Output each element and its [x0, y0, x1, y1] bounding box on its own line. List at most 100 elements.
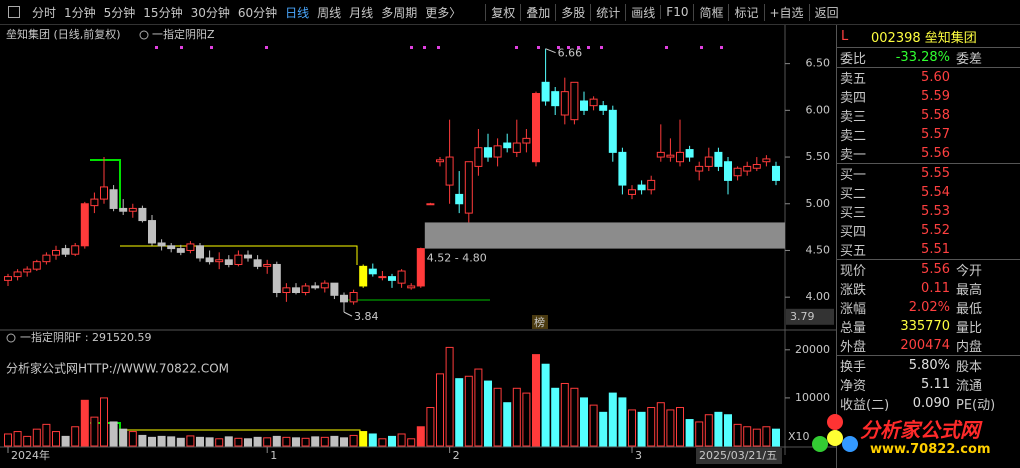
candle-body — [196, 245, 204, 259]
candle-body — [272, 263, 281, 294]
candle-body — [637, 184, 646, 191]
volume-bar — [52, 431, 60, 447]
candle-body — [512, 142, 521, 153]
logo-url: www.70822.com — [870, 442, 991, 457]
book-row: 买一 5.55 — [837, 164, 1020, 183]
volume-bar — [397, 433, 406, 447]
candle-body — [762, 158, 771, 163]
candle-body — [484, 147, 492, 158]
signal-dot — [577, 46, 580, 49]
stat-row: 现价 5.56 今开 — [837, 260, 1020, 279]
label: 委差 — [956, 52, 983, 67]
period-button[interactable]: 30分钟 — [190, 5, 230, 20]
candle-body — [589, 98, 598, 107]
book-row: 买三 5.53 — [837, 202, 1020, 221]
label: 总量 — [840, 321, 867, 336]
scale-label: X10 — [788, 430, 810, 443]
volume-bar — [752, 428, 761, 447]
value: 335770 — [900, 319, 950, 334]
candle-body — [340, 294, 348, 303]
volume-bar — [215, 438, 224, 447]
period-button[interactable]: 日线 — [285, 5, 310, 20]
signal-dot — [557, 46, 560, 49]
period-button[interactable]: 1分钟 — [64, 5, 96, 20]
volume-bar — [599, 411, 608, 447]
volume-bar — [762, 426, 771, 447]
volume-bar — [80, 399, 89, 447]
volume-bar — [292, 437, 300, 447]
volume-bar — [71, 426, 80, 447]
tool-button[interactable]: 多股 — [555, 3, 590, 21]
candle-body — [397, 270, 406, 284]
volume-bar — [532, 354, 540, 447]
period-button[interactable]: 60分钟 — [237, 5, 278, 20]
volume-bar — [714, 411, 723, 447]
chart-title: 垒知集团 (日线,前复权) — [6, 27, 121, 41]
period-button[interactable]: 多周期 — [381, 5, 418, 20]
signal-dot — [567, 46, 570, 49]
volume-bar — [772, 428, 780, 447]
quote-header: L 002398 垒知集团 — [837, 25, 1020, 48]
tool-button[interactable]: F10 — [660, 5, 693, 19]
candle-body — [608, 109, 617, 153]
tool-button[interactable]: 简框 — [693, 3, 728, 21]
tool-button[interactable]: 叠加 — [520, 3, 555, 21]
y-tick-label: 10000 — [795, 391, 830, 404]
period-button[interactable]: 周线 — [317, 5, 342, 20]
y-tick-label: 5.50 — [806, 150, 831, 163]
y-tick-label: 20000 — [795, 343, 830, 356]
volume-bar — [416, 426, 425, 447]
tool-button[interactable]: 画线 — [625, 3, 660, 21]
volume-bar — [224, 436, 233, 447]
label: 换手 — [840, 360, 867, 375]
signal-dot — [665, 46, 668, 49]
tool-button[interactable]: 复权 — [485, 3, 520, 21]
stat-row: 涨跌 0.11 最高 — [837, 279, 1020, 298]
period-button[interactable]: 更多〉 — [425, 5, 462, 20]
icon — [139, 30, 149, 40]
chart: 垒知集团 (日线,前复权) 一指定阴阳Z 6.50 6.00 5.50 5.00 4.50 4… — [0, 25, 836, 464]
tool-button[interactable]: 返回 — [808, 3, 844, 21]
tool-button[interactable]: 统计 — [590, 3, 625, 21]
candle-body — [128, 207, 137, 212]
value: -33.28% — [895, 50, 950, 65]
signal-dot — [265, 46, 268, 49]
tool-button[interactable]: 标记 — [728, 3, 763, 21]
stat-row: 净资 5.11 流通 — [837, 375, 1020, 394]
label: 外盘 — [840, 340, 867, 355]
period-button[interactable]: 5分钟 — [103, 5, 136, 20]
tool-button[interactable]: +自选 — [763, 3, 809, 21]
candle-body — [42, 254, 51, 263]
watermark: 分析家公式网HTTP://WWW.70822.COM — [6, 361, 229, 376]
candle-body — [32, 261, 41, 270]
candle-body — [253, 259, 262, 267]
volume-bar — [90, 416, 99, 447]
candle-body — [282, 287, 291, 294]
badge-box — [532, 315, 548, 329]
volume-bar — [119, 428, 128, 447]
period-button[interactable]: 月线 — [349, 5, 374, 20]
volume-bar — [560, 382, 569, 447]
label: 买五 — [840, 244, 867, 259]
candle-body — [436, 159, 444, 163]
volume-bar — [186, 435, 195, 447]
candle-body — [676, 151, 684, 163]
volume-bar — [148, 436, 156, 447]
period-button[interactable]: 分时 — [32, 5, 57, 20]
candle-body — [416, 248, 425, 287]
volume-bar — [608, 392, 617, 447]
candle-body — [263, 263, 272, 267]
candle-body — [445, 156, 454, 186]
candle-body — [320, 282, 329, 289]
volume-bar — [340, 437, 348, 447]
x-tick-label: 2 — [453, 449, 460, 462]
volume-bar — [263, 437, 272, 447]
book-row: 卖一 5.56 — [837, 144, 1020, 164]
candle-body — [772, 165, 780, 181]
volume-bar — [733, 423, 742, 447]
value: 5.80% — [908, 358, 950, 373]
volume-bar — [253, 436, 262, 447]
label: 涨跌 — [840, 283, 867, 298]
period-button[interactable]: 15分钟 — [143, 5, 183, 20]
volume-bar — [695, 421, 704, 447]
